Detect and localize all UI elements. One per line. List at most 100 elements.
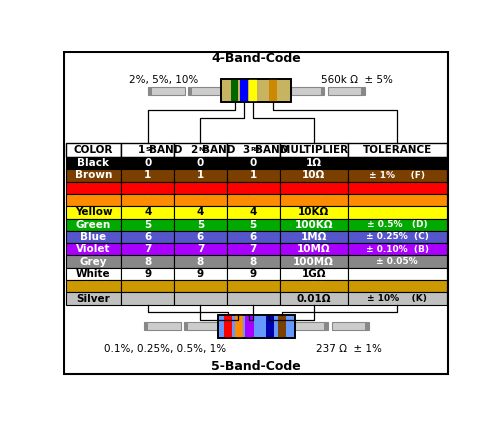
- Text: 2%, 5%, 10%: 2%, 5%, 10%: [128, 75, 198, 85]
- Bar: [174, 206, 227, 219]
- Text: 1: 1: [197, 170, 204, 180]
- Bar: [280, 280, 347, 292]
- Bar: [66, 292, 122, 305]
- Bar: [188, 87, 222, 95]
- Text: ± 0.5%   (D): ± 0.5% (D): [367, 220, 428, 229]
- Bar: [227, 280, 280, 292]
- Bar: [222, 79, 291, 102]
- Bar: [278, 315, 286, 338]
- Bar: [291, 87, 324, 95]
- Bar: [122, 206, 174, 219]
- Bar: [348, 169, 447, 181]
- Text: 0: 0: [250, 158, 257, 168]
- Text: Orange: Orange: [72, 195, 115, 205]
- Text: COLOR: COLOR: [74, 145, 113, 155]
- Text: MULTIPLIER: MULTIPLIER: [280, 145, 347, 155]
- Text: 6: 6: [197, 232, 204, 242]
- Text: 8: 8: [250, 257, 257, 267]
- Bar: [348, 181, 447, 194]
- Bar: [230, 79, 238, 102]
- Text: 2: 2: [250, 183, 257, 193]
- Text: 10Ω: 10Ω: [302, 170, 325, 180]
- Bar: [174, 280, 227, 292]
- Text: White: White: [76, 269, 111, 279]
- Text: 3: 3: [243, 145, 250, 155]
- Bar: [174, 292, 227, 305]
- Text: 0: 0: [144, 158, 152, 168]
- Bar: [280, 194, 347, 206]
- Bar: [122, 231, 174, 243]
- Bar: [66, 157, 122, 169]
- Text: 0.01Ω: 0.01Ω: [296, 294, 331, 303]
- Bar: [122, 143, 174, 157]
- Text: ST: ST: [146, 147, 154, 152]
- Text: 237 Ω  ± 1%: 237 Ω ± 1%: [316, 344, 382, 354]
- Bar: [280, 243, 347, 255]
- Bar: [348, 143, 447, 157]
- Text: 8: 8: [144, 257, 152, 267]
- Bar: [66, 219, 122, 231]
- Text: ± 5%     (J): ± 5% (J): [370, 282, 424, 291]
- Text: Green: Green: [76, 220, 111, 230]
- Bar: [348, 206, 447, 219]
- Text: 7: 7: [144, 244, 152, 254]
- Text: 560k Ω  ± 5%: 560k Ω ± 5%: [321, 75, 393, 85]
- Bar: [266, 315, 274, 338]
- Text: TOLERANCE: TOLERANCE: [362, 145, 432, 155]
- Bar: [280, 169, 347, 181]
- Bar: [66, 194, 122, 206]
- Bar: [348, 219, 447, 231]
- Bar: [174, 157, 227, 169]
- Bar: [348, 194, 447, 206]
- Bar: [227, 219, 280, 231]
- Bar: [148, 87, 185, 95]
- Bar: [227, 157, 280, 169]
- Text: Blue: Blue: [80, 232, 106, 242]
- Bar: [222, 79, 291, 102]
- Text: 1GΩ: 1GΩ: [302, 269, 326, 279]
- Text: RD: RD: [251, 147, 261, 152]
- Text: BAND: BAND: [202, 145, 235, 155]
- Bar: [348, 280, 447, 292]
- Text: 5: 5: [250, 220, 257, 230]
- Text: ± 0.05%: ± 0.05%: [376, 257, 418, 266]
- Text: 1Ω: 1Ω: [306, 158, 322, 168]
- Bar: [122, 169, 174, 181]
- Text: 5: 5: [197, 220, 204, 230]
- Bar: [224, 315, 232, 338]
- Text: 9: 9: [250, 269, 256, 279]
- Text: 1: 1: [144, 170, 152, 180]
- Bar: [174, 143, 227, 157]
- Bar: [227, 292, 280, 305]
- Bar: [66, 169, 122, 181]
- Text: 2: 2: [190, 145, 198, 155]
- Text: Grey: Grey: [80, 257, 107, 267]
- Text: ND: ND: [198, 147, 209, 152]
- Text: Yellow: Yellow: [74, 207, 112, 217]
- Text: Brown: Brown: [75, 170, 112, 180]
- Text: 1: 1: [138, 145, 144, 155]
- Text: 5: 5: [144, 220, 152, 230]
- Text: 7: 7: [250, 244, 257, 254]
- Bar: [227, 169, 280, 181]
- Text: ± 10%    (K): ± 10% (K): [368, 294, 427, 303]
- Bar: [365, 322, 368, 330]
- Bar: [250, 79, 257, 102]
- Bar: [144, 322, 148, 330]
- Bar: [234, 315, 243, 338]
- Bar: [348, 255, 447, 268]
- Text: ± 2%     (G): ± 2% (G): [368, 183, 426, 192]
- Bar: [122, 268, 174, 280]
- Text: BAND: BAND: [254, 145, 288, 155]
- Text: BAND: BAND: [150, 145, 182, 155]
- Bar: [246, 315, 254, 338]
- Bar: [174, 268, 227, 280]
- Bar: [122, 292, 174, 305]
- Bar: [280, 231, 347, 243]
- Text: 9: 9: [197, 269, 204, 279]
- Bar: [280, 292, 347, 305]
- Bar: [280, 219, 347, 231]
- Bar: [280, 255, 347, 268]
- Bar: [227, 194, 280, 206]
- Bar: [270, 79, 277, 102]
